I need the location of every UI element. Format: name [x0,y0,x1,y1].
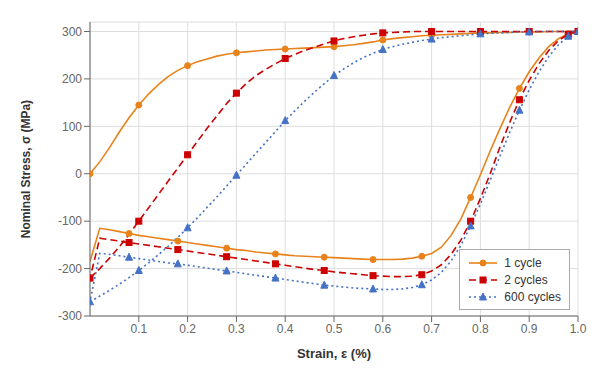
svg-text:100: 100 [62,120,82,134]
html-text:1 cycle: 1 cycle [504,255,542,270]
svg-text:0.2: 0.2 [179,322,196,336]
svg-text:0.8: 0.8 [472,322,489,336]
html-text:600 cycles: 600 cycles [504,289,561,304]
svg-text:0.9: 0.9 [521,322,538,336]
html-text:2 cycles: 2 cycles [504,272,548,287]
svg-text:0: 0 [75,167,82,181]
svg-text:-200: -200 [58,262,82,276]
svg-text:300: 300 [62,25,82,39]
svg-text:0.1: 0.1 [130,322,147,336]
svg-text:-300: -300 [58,309,82,323]
svg-text:1.0: 1.0 [570,322,587,336]
svg-text:Nominal Stress, σ (MPa): Nominal Stress, σ (MPa) [19,100,33,238]
svg-text:0.4: 0.4 [277,322,294,336]
svg-text:200: 200 [62,72,82,86]
svg-text:Strain, ε (%): Strain, ε (%) [297,346,371,361]
svg-text:0.3: 0.3 [228,322,245,336]
svg-text:0.6: 0.6 [374,322,391,336]
svg-text:0.5: 0.5 [326,322,343,336]
svg-text:0.7: 0.7 [423,322,440,336]
svg-text:-100: -100 [58,214,82,228]
